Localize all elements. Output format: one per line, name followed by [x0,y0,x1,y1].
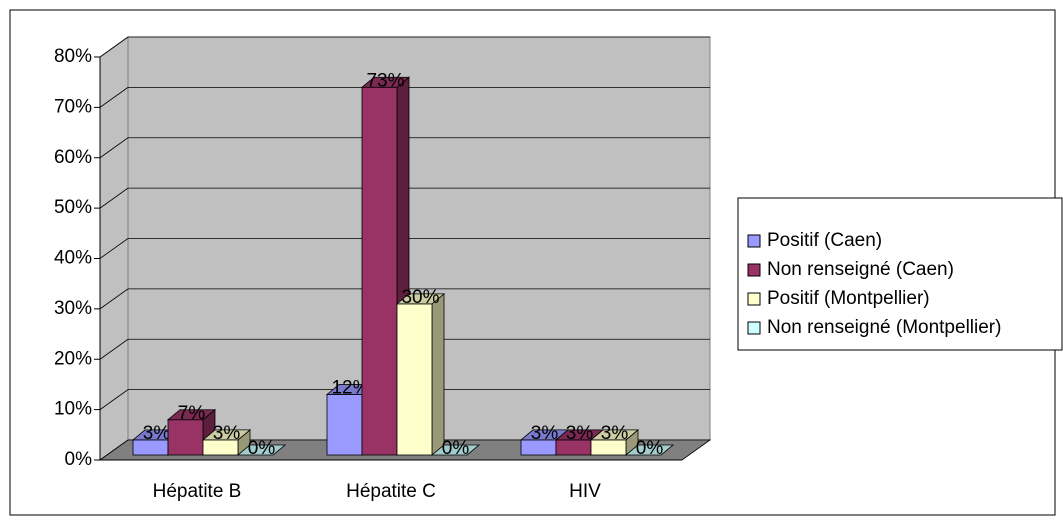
y-tick-label: 80% [54,46,92,67]
grid-line [99,137,129,159]
bar-top [201,429,252,441]
grid-line [99,338,129,360]
y-tick-label: 10% [54,399,92,420]
grid-line [99,187,129,209]
y-tick-label: 0% [65,449,93,470]
x-tick-label: HIV [569,481,601,502]
data-label: 12% [331,378,369,399]
y-tick-label: 60% [54,147,92,168]
bar [201,429,252,456]
bar-front [167,419,204,456]
legend: Positif (Caen) Non renseigné (Caen) Positi… [737,197,1063,351]
legend-swatch [747,321,761,335]
legend-label: Positif (Caen) [767,230,882,251]
bar-side [431,293,445,456]
bar-top [236,444,287,456]
y-tick-label: 70% [54,96,92,117]
grid-line [99,389,129,410]
bar-top [589,429,640,441]
data-label: 3% [601,423,629,444]
legend-swatch [747,234,761,248]
x-tick-label: Hépatite B [153,481,242,502]
data-label: 3% [531,423,559,444]
y-tick-label: 20% [54,348,92,369]
bar [395,293,446,456]
legend-label: Positif (Montpellier) [767,288,930,309]
data-label: 3% [566,423,594,444]
data-label: 0% [442,438,470,459]
x-tick-label: Hépatite C [346,481,436,502]
bar-top [395,293,446,305]
bar [589,429,640,456]
legend-label: Non renseigné (Caen) [767,259,954,280]
data-label: 0% [636,438,664,459]
bar-top [166,409,217,421]
data-label: 3% [143,423,171,444]
bar-front [361,86,398,456]
legend-label: Non renseigné (Montpellier) [767,317,1001,338]
bar-top [624,444,675,456]
legend-swatch [747,263,761,277]
data-label: 73% [366,70,404,91]
grid-line [99,238,129,259]
grid-line [99,288,129,310]
data-label: 30% [401,287,439,308]
data-label: 7% [178,403,206,424]
y-tick-label: 50% [54,197,92,218]
legend-box [737,197,1063,351]
bar-front [396,303,433,456]
bar-top [430,444,481,456]
data-label: 3% [213,423,241,444]
bar [624,444,675,456]
bar-front [326,394,363,456]
legend-swatch [747,292,761,306]
bar [236,444,287,456]
data-label: 0% [248,438,276,459]
bar [430,444,481,456]
grid-line [99,87,129,108]
bar-top [360,76,411,88]
grid-line [99,36,129,58]
y-tick-label: 40% [54,248,92,269]
y-tick-label: 30% [54,298,92,319]
